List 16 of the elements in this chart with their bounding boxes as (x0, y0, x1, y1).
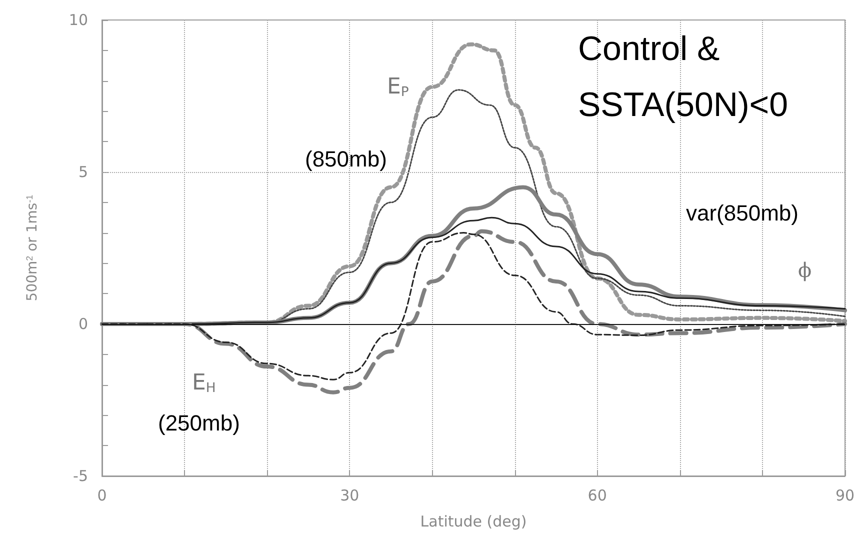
annotation: (250mb) (158, 410, 240, 436)
x-tick-label: 30 (340, 486, 360, 504)
y-tick-label: 5 (78, 163, 88, 181)
annotation: ϕ (798, 258, 812, 282)
x-axis-title: Latitude (deg) (420, 512, 527, 530)
annotation: Control & (578, 30, 720, 68)
y-tick-label: 10 (68, 11, 88, 29)
y-tick-label: -5 (73, 467, 88, 485)
x-tick-label: 90 (835, 486, 855, 504)
x-tick-label: 60 (588, 486, 607, 504)
annotation: SSTA(50N)<0 (578, 86, 788, 124)
x-tick-label: 0 (97, 486, 107, 504)
annotation: (850mb) (305, 146, 387, 172)
annotation: var(850mb) (686, 200, 798, 226)
y-tick-label: 0 (78, 315, 88, 333)
y-axis-title: 500m2 or 1ms-1 (24, 194, 40, 302)
